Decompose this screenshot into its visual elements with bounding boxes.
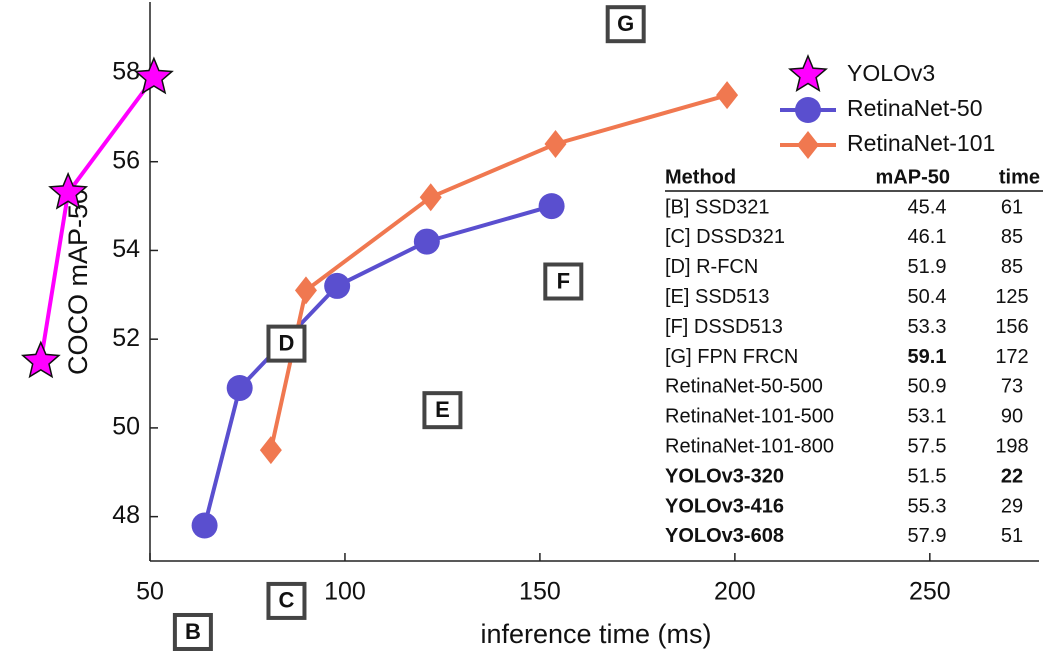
- y-axis-label: COCO mAP-50: [63, 189, 93, 375]
- table-cell: [D] R-FCN: [665, 256, 758, 278]
- x-tick-label: 250: [909, 578, 951, 606]
- table-cell: YOLOv3-608: [665, 525, 784, 547]
- x-tick-label: 150: [519, 578, 561, 606]
- star-marker: [20, 340, 61, 379]
- table-cell: 51: [1001, 525, 1023, 547]
- circle-marker: [538, 193, 565, 220]
- table-cell: [C] DSSD321: [665, 226, 785, 248]
- table-cell: 61: [1001, 196, 1023, 218]
- y-tick-label: 50: [112, 413, 140, 441]
- diamond-marker: [797, 131, 819, 159]
- table-cell: 125: [995, 286, 1028, 308]
- table-cell: 53.1: [908, 406, 947, 428]
- x-tick-label: 100: [324, 578, 366, 606]
- circle-marker: [226, 374, 253, 401]
- table-cell: 90: [1001, 406, 1023, 428]
- diamond-marker: [716, 81, 739, 110]
- annotation-label: G: [617, 11, 634, 36]
- table-cell: 45.4: [908, 196, 947, 218]
- table-cell: 50.4: [908, 286, 947, 308]
- series-line: [38, 76, 156, 362]
- annotation-box: [543, 262, 584, 301]
- table-cell: [F] DSSD513: [665, 316, 783, 338]
- x-axis-label: inference time (ms): [480, 619, 711, 649]
- table-cell: RetinaNet-50-500: [665, 376, 823, 398]
- table-cell: 51.9: [908, 256, 947, 278]
- table-cell: 29: [1001, 495, 1023, 517]
- annotation-box: [605, 5, 646, 44]
- table-cell: YOLOv3-416: [665, 495, 784, 517]
- annotation-label: B: [185, 619, 201, 644]
- table-header: Method: [665, 166, 736, 188]
- table-cell: RetinaNet-101-800: [665, 435, 834, 457]
- table-cell: YOLOv3-320: [665, 465, 784, 487]
- table-cell: 53.3: [908, 316, 947, 338]
- table-cell: 55.3: [908, 495, 947, 517]
- table-cell: 156: [995, 316, 1028, 338]
- table-cell: RetinaNet-101-500: [665, 406, 834, 428]
- circle-marker: [191, 512, 218, 539]
- table-cell: 22: [1001, 465, 1023, 487]
- y-tick-label: 54: [112, 235, 140, 263]
- table-cell: 172: [995, 346, 1028, 368]
- table-cell: 57.5: [908, 435, 947, 457]
- annotation-label: F: [557, 268, 570, 293]
- star-marker: [133, 56, 174, 95]
- y-tick-label: 56: [112, 146, 140, 174]
- annotation-label: E: [435, 397, 450, 422]
- x-tick-label: 200: [714, 578, 756, 606]
- series-line: [268, 93, 728, 451]
- diamond-marker: [544, 129, 567, 158]
- diamond-marker: [419, 183, 442, 212]
- table-header: time: [999, 166, 1040, 188]
- y-tick-label: 48: [112, 501, 140, 529]
- annotation-label: D: [279, 330, 295, 355]
- circle-marker: [324, 272, 351, 299]
- table-cell: 57.9: [908, 525, 947, 547]
- table-cell: [G] FPN FRCN: [665, 346, 798, 368]
- circle-marker: [413, 228, 440, 255]
- y-tick-label: 52: [112, 324, 140, 352]
- annotation-box: [172, 612, 213, 651]
- legend-label: RetinaNet-101: [847, 130, 995, 156]
- annotation-box: [422, 391, 463, 430]
- circle-marker: [795, 97, 821, 123]
- annotation-label: C: [279, 588, 295, 613]
- star-marker: [788, 54, 828, 92]
- table-cell: [B] SSD321: [665, 196, 770, 218]
- table-cell: 46.1: [908, 226, 947, 248]
- table-cell: 198: [995, 435, 1028, 457]
- annotation-box: [266, 324, 307, 363]
- diamond-marker: [259, 436, 282, 465]
- table-cell: 50.9: [908, 376, 947, 398]
- table-cell: 59.1: [908, 346, 947, 368]
- legend-label: YOLOv3: [847, 60, 935, 86]
- table-cell: [E] SSD513: [665, 286, 770, 308]
- annotation-box: [266, 581, 307, 620]
- table-cell: 51.5: [908, 465, 947, 487]
- series-line: [202, 204, 553, 526]
- table-cell: 85: [1001, 256, 1023, 278]
- table-cell: 73: [1001, 376, 1023, 398]
- legend-label: RetinaNet-50: [847, 95, 983, 121]
- table-cell: 85: [1001, 226, 1023, 248]
- x-tick-label: 50: [136, 578, 164, 606]
- star-marker: [48, 171, 89, 210]
- diamond-marker: [294, 276, 317, 305]
- table-header: mAP-50: [876, 166, 950, 188]
